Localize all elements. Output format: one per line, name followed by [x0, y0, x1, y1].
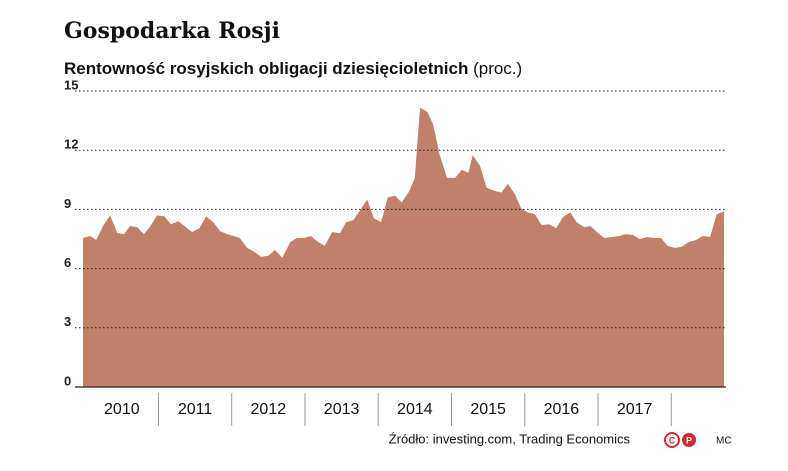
- subtitle: Rentowność rosyjskich obligacji dziesięc…: [64, 59, 468, 78]
- y-tick-label: 6: [64, 255, 71, 270]
- y-tick-label: 3: [64, 314, 71, 329]
- logo-letter: C: [669, 435, 676, 445]
- area: [83, 107, 724, 388]
- x-tick-label: 2015: [470, 401, 506, 418]
- y-tick-label: 15: [64, 77, 78, 92]
- chart-subtitle: Rentowność rosyjskich obligacji dziesięc…: [64, 59, 522, 78]
- logo-letter: P: [686, 435, 692, 445]
- x-tick-label: 2014: [397, 401, 433, 418]
- y-tick-label: 9: [64, 196, 71, 211]
- x-tick-label: 2010: [104, 401, 140, 418]
- chart-title: Gospodarka Rosji: [64, 18, 280, 44]
- y-tick-label: 12: [64, 137, 78, 152]
- x-tick-label: 2016: [544, 401, 580, 418]
- unit: (proc.): [473, 59, 522, 78]
- credit: MC: [716, 436, 732, 447]
- logo-circle: [664, 432, 680, 448]
- x-tick-label: 2011: [178, 401, 213, 418]
- logo: C P: [664, 432, 696, 448]
- source: Źródło: investing.com, Trading Economics: [389, 431, 631, 446]
- logo-circle: [682, 433, 696, 447]
- x-tick-label: 2013: [324, 401, 360, 418]
- y-tick-label: 0: [64, 373, 71, 388]
- x-tick-label: 2012: [251, 401, 287, 418]
- x-tick-label: 2017: [617, 401, 653, 418]
